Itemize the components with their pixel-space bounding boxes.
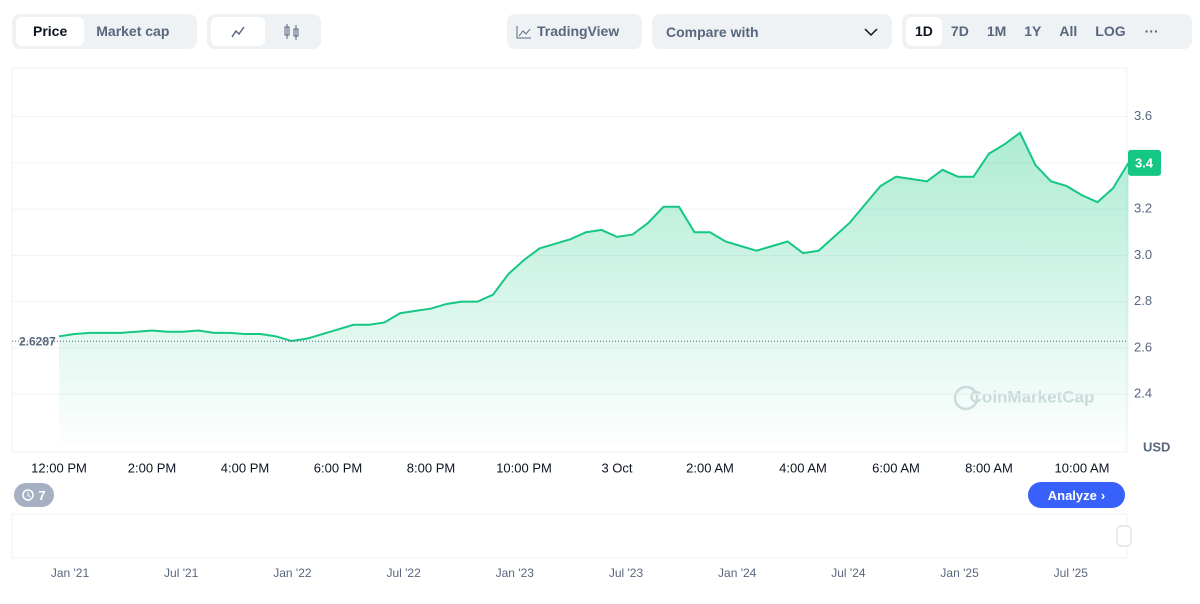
navigator-label: Jan '22	[273, 566, 312, 580]
price-line	[58, 131, 1130, 342]
range-button[interactable]: LOG	[1095, 23, 1126, 39]
range-group: 1D 7D 1M 1Y All LOG ···	[902, 14, 1192, 49]
navigator-label: Jan '23	[496, 566, 535, 580]
x-tick-label: 12:00 PM	[31, 460, 87, 475]
range-button[interactable]: 7D	[950, 23, 969, 39]
icon	[864, 27, 878, 36]
icon	[22, 489, 35, 501]
navigator-label: Jul '24	[831, 566, 866, 580]
tradingview-button[interactable]: TradingView	[507, 14, 642, 49]
y-tick-label: 2.4	[1134, 386, 1152, 401]
line-type-button[interactable]	[211, 17, 265, 46]
navigator-label: Jan '21	[51, 566, 90, 580]
x-tick-label: 8:00 PM	[407, 460, 455, 475]
navigator-label: Jul '23	[609, 566, 644, 580]
plot-frame	[11, 67, 1128, 453]
navigator-label: Jul '22	[386, 566, 421, 580]
x-tick-label: 2:00 AM	[686, 460, 734, 475]
x-tick-label: 2:00 PM	[128, 460, 176, 475]
icon	[231, 26, 245, 38]
range-button[interactable]: 1D	[906, 17, 942, 46]
tab-group: Price Market cap	[12, 14, 197, 49]
analyze-label: Analyze	[1047, 487, 1097, 503]
compare-label: Compare with	[666, 23, 759, 40]
more-button[interactable]: ···	[1144, 23, 1159, 39]
current-price-tag	[1128, 149, 1161, 176]
chart-type-group	[207, 14, 321, 49]
y-tick-label: 3.6	[1134, 108, 1152, 123]
y-unit: USD	[1143, 439, 1170, 454]
y-tick-label: 3.4	[1134, 154, 1152, 169]
tab[interactable]: Price	[16, 17, 85, 46]
compare-dropdown[interactable]: Compare with	[652, 14, 892, 49]
navigator-label: Jul '25	[1054, 566, 1089, 580]
x-tick-label: 4:00 PM	[221, 460, 269, 475]
candle-type-button[interactable]	[265, 17, 319, 46]
x-tick-label: 4:00 AM	[779, 460, 827, 475]
x-tick-label: 6:00 AM	[872, 460, 920, 475]
watermark: CoinMarketCap	[970, 387, 1095, 406]
navigator-label: Jul '21	[164, 566, 199, 580]
range-button[interactable]: 1M	[986, 23, 1007, 39]
y-tick-label: 3.2	[1134, 201, 1152, 216]
x-tick-label: 10:00 PM	[496, 460, 552, 475]
chevron: ›	[1100, 487, 1106, 503]
navigator-handle[interactable]	[1116, 525, 1132, 547]
area	[59, 132, 1129, 452]
x-tick-label: 10:00 AM	[1055, 460, 1110, 475]
current-price-label: 3.4	[1135, 155, 1154, 170]
tradingview-label: TradingView	[537, 23, 620, 39]
y-tick-label: 2.6	[1134, 339, 1152, 354]
analyze-button[interactable]: Analyze ›	[1028, 482, 1125, 508]
icon	[516, 25, 531, 38]
x-tick-label: 8:00 AM	[965, 460, 1013, 475]
range-button[interactable]: All	[1059, 23, 1078, 39]
reference-label: 2.6287	[19, 334, 56, 348]
y-tick-label: 2.8	[1134, 293, 1152, 308]
navigator-label: Jan '25	[940, 566, 979, 580]
range-button[interactable]: 1Y	[1024, 23, 1042, 39]
navigator-frame	[11, 513, 1128, 559]
events-badge[interactable]: 7	[14, 483, 54, 507]
navigator-label: Jan '24	[718, 566, 757, 580]
events-count: 7	[38, 487, 46, 503]
icon	[284, 24, 299, 40]
x-tick-label: 3 Oct	[601, 460, 632, 475]
watermark-logo	[953, 385, 979, 411]
tab[interactable]: Market cap	[96, 23, 170, 39]
x-tick-label: 6:00 PM	[314, 460, 362, 475]
y-tick-label: 3.0	[1134, 247, 1152, 262]
